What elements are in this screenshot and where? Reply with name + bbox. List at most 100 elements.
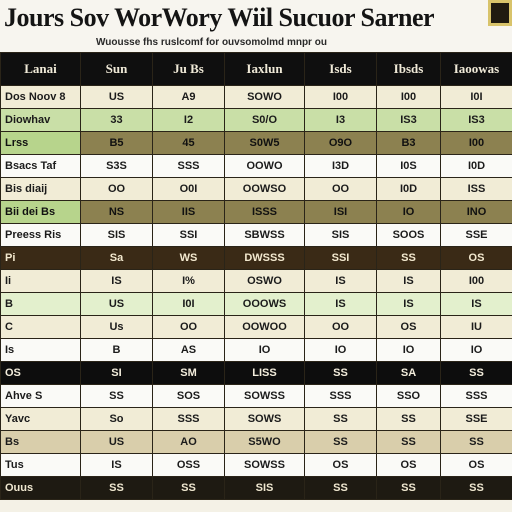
table-row: Bis diaij OO O0I OOWSO OO I0D ISS [0, 177, 512, 201]
table-cell: I00 [376, 85, 441, 109]
table-cell: SOS [152, 384, 225, 408]
table-cell: SS [304, 361, 377, 385]
table-cell: SOWO [224, 85, 305, 109]
table-cell: IU [440, 315, 512, 339]
table-cell: IS3 [376, 108, 441, 132]
row-label: OS [0, 361, 81, 385]
table-cell: 45 [152, 131, 225, 155]
table-row: Bs US AO S5WO SS SS SS [0, 430, 512, 454]
table-cell: S0W5 [224, 131, 305, 155]
table-cell: IO [440, 338, 512, 362]
table-row: Is B AS IO IO IO IO [0, 338, 512, 362]
row-label: Diowhav [0, 108, 81, 132]
table-cell: I3D [304, 154, 377, 178]
table-cell: So [80, 407, 153, 431]
table-cell: S0/O [224, 108, 305, 132]
table-cell: IS3 [440, 108, 512, 132]
page-title: Jours Sov WorWory Wiil Sucuor Sarner [4, 3, 435, 32]
table-row: Tus IS OSS SOWSS OS OS OS [0, 453, 512, 477]
row-label: Ii [0, 269, 81, 293]
table-cell: SSS [152, 407, 225, 431]
table-cell: A9 [152, 85, 225, 109]
table-row: OS SI SM LISS SS SA SS [0, 361, 512, 385]
column-header: Ibsds [376, 52, 441, 86]
table-cell: I00 [440, 131, 512, 155]
table-cell: B5 [80, 131, 153, 155]
table-cell: SSE [440, 407, 512, 431]
table-cell: SS [376, 476, 441, 500]
row-label: Yavc [0, 407, 81, 431]
table-cell: ISS [440, 177, 512, 201]
table-cell: SIS [80, 223, 153, 247]
table-row: Ouus SS SS SIS SS SS SS [0, 476, 512, 500]
table-cell: SS [80, 384, 153, 408]
row-label: Is [0, 338, 81, 362]
table-cell: WS [152, 246, 225, 270]
table-row: B US I0I OOOWS IS IS IS [0, 292, 512, 316]
table-cell: SS [376, 246, 441, 270]
table-cell: NS [80, 200, 153, 224]
table-cell: OOWO [224, 154, 305, 178]
table-cell: OS [376, 453, 441, 477]
table-cell: SBWSS [224, 223, 305, 247]
table-cell: SI [80, 361, 153, 385]
table-cell: INO [440, 200, 512, 224]
table-cell: O0I [152, 177, 225, 201]
corner-badge [488, 0, 512, 26]
table-cell: S5WO [224, 430, 305, 454]
table-cell: IS [304, 292, 377, 316]
table-cell: OO [80, 177, 153, 201]
table-cell: SM [152, 361, 225, 385]
table-cell: SSS [152, 154, 225, 178]
column-header: Iaxlun [224, 52, 305, 86]
table-cell: OS [440, 453, 512, 477]
row-label: Lrss [0, 131, 81, 155]
table-cell: SOWS [224, 407, 305, 431]
table-cell: OSS [152, 453, 225, 477]
table-cell: B3 [376, 131, 441, 155]
table-cell: I0D [376, 177, 441, 201]
row-label: Ahve S [0, 384, 81, 408]
table-cell: IO [376, 338, 441, 362]
table-cell: SS [304, 407, 377, 431]
table-cell: I0I [152, 292, 225, 316]
table-cell: B [80, 338, 153, 362]
row-label: Bis diaij [0, 177, 81, 201]
row-label: Pi [0, 246, 81, 270]
table-cell: S3S [80, 154, 153, 178]
table-cell: OSWO [224, 269, 305, 293]
table-cell: SSS [440, 384, 512, 408]
table-cell: SS [440, 361, 512, 385]
row-label: Ouus [0, 476, 81, 500]
table-cell: IS [80, 269, 153, 293]
row-label: Bsacs Taf [0, 154, 81, 178]
table-cell: SS [152, 476, 225, 500]
table-cell: DWSSS [224, 246, 305, 270]
table-cell: US [80, 85, 153, 109]
table-cell: OOOWS [224, 292, 305, 316]
table-cell: SIS [304, 223, 377, 247]
table-cell: Us [80, 315, 153, 339]
table-cell: SS [440, 430, 512, 454]
row-label: Dos Noov 8 [0, 85, 81, 109]
table-cell: SS [304, 430, 377, 454]
table-cell: OS [440, 246, 512, 270]
table-row: Diowhav 33 I2 S0/O I3 IS3 IS3 [0, 108, 512, 132]
column-header: Sun [80, 52, 153, 86]
table-cell: US [80, 430, 153, 454]
table-cell: OS [376, 315, 441, 339]
table-cell: SS [376, 407, 441, 431]
table-row: Ii IS I% OSWO IS IS I00 [0, 269, 512, 293]
table-row: Yavc So SSS SOWS SS SS SSE [0, 407, 512, 431]
table-row: Dos Noov 8 US A9 SOWO I00 I00 I0I [0, 85, 512, 109]
row-label: C [0, 315, 81, 339]
table-cell: Sa [80, 246, 153, 270]
table-cell: US [80, 292, 153, 316]
table-cell: LISS [224, 361, 305, 385]
row-label: B [0, 292, 81, 316]
table-cell: SSE [440, 223, 512, 247]
table-cell: IS [440, 292, 512, 316]
table-cell: AS [152, 338, 225, 362]
table-cell: SSS [304, 384, 377, 408]
